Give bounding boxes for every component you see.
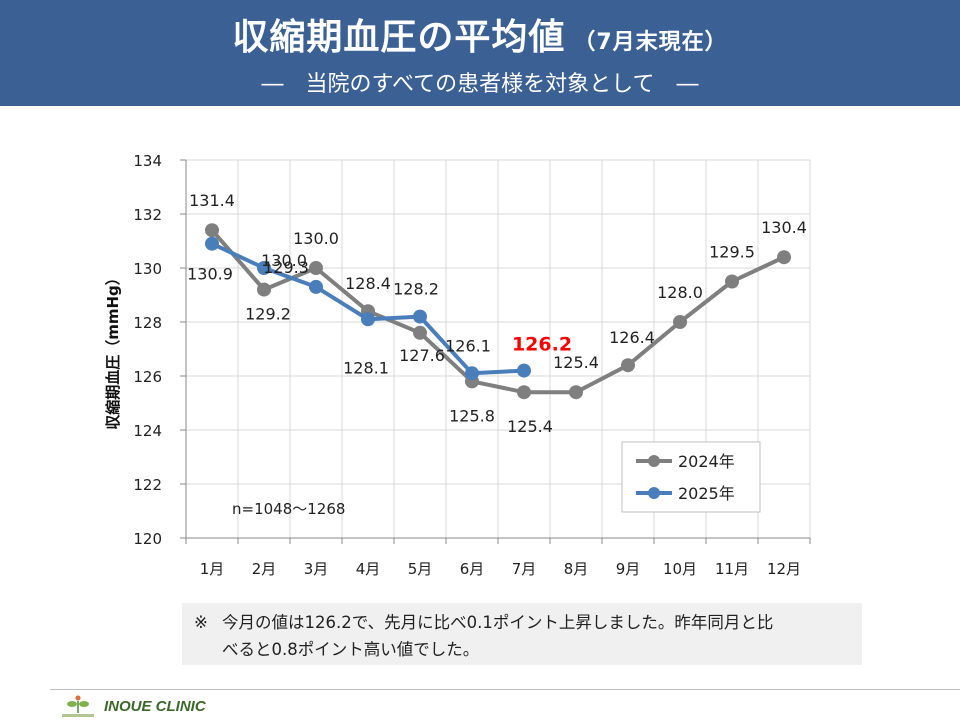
- legend-box: [621, 441, 761, 513]
- data-point: [413, 309, 427, 324]
- page-title: 収縮期血圧の平均値 （7月末現在）: [0, 8, 960, 60]
- y-tick-label: 132: [133, 206, 162, 224]
- x-tick-label: 1月: [200, 560, 225, 578]
- note-line-1: 今月の値は126.2で、先月に比べ0.1ポイント上昇しました。昨年同月と比: [222, 613, 774, 632]
- note-mark: ※: [194, 613, 208, 632]
- data-point: [205, 223, 219, 238]
- data-point: [413, 325, 427, 340]
- data-point: [309, 261, 323, 275]
- data-label-2024: 126.4: [609, 328, 655, 347]
- x-tick-label: 3月: [304, 560, 329, 578]
- clover-logo-icon: [62, 695, 94, 717]
- clinic-name: INOUE CLINIC: [104, 698, 206, 715]
- data-label-2025: 130.9: [187, 265, 233, 284]
- x-tick-label: 11月: [715, 560, 749, 578]
- footer-divider: [50, 689, 960, 690]
- data-label-2024: 125.4: [507, 417, 553, 436]
- data-point: [569, 385, 583, 400]
- y-tick-label: 130: [133, 260, 162, 278]
- legend-marker: [648, 455, 660, 467]
- x-tick-label: 5月: [408, 560, 433, 578]
- data-point: [621, 358, 635, 373]
- y-axis-label: 収縮期血圧（mmHg）: [104, 270, 122, 430]
- data-point: [205, 236, 219, 251]
- data-point: [725, 274, 739, 289]
- data-point: [361, 312, 375, 327]
- x-tick-label: 8月: [564, 560, 589, 578]
- data-label-2025: 130.0: [261, 251, 307, 270]
- data-label-2025: 128.2: [393, 280, 439, 299]
- data-label-2024: 125.8: [449, 406, 495, 425]
- data-label-2024: 128.0: [657, 283, 703, 302]
- note-line-2: べると0.8ポイント高い値でした。: [222, 640, 480, 659]
- data-point: [777, 250, 791, 265]
- y-tick-label: 128: [133, 314, 162, 332]
- legend-label: 2025年: [678, 484, 735, 503]
- page-subtitle: ― 当院のすべての患者様を対象として ―: [261, 72, 699, 97]
- data-label-2024: 129.2: [245, 305, 291, 324]
- title-main: 収縮期血圧の平均値: [232, 17, 566, 58]
- blood-pressure-chart: 120 122 124 126 128 130 132 134 1月 2月 3月 4月 5月 6月 7月 8月…: [104, 152, 811, 578]
- data-point: [517, 363, 531, 378]
- data-label-2025: 126.1: [445, 336, 491, 355]
- y-tick-label: 122: [133, 476, 162, 494]
- data-point: [673, 315, 687, 329]
- summary-note: ※ 今月の値は126.2で、先月に比べ0.1ポイント上昇しました。昨年同月と比 …: [182, 603, 862, 665]
- data-label-2025: 129.3: [263, 258, 309, 277]
- legend-marker: [648, 487, 660, 499]
- x-tick-label: 10月: [663, 560, 697, 578]
- data-label-2025: 128.1: [343, 358, 389, 377]
- sample-size-annotation: n=1048～1268: [232, 500, 345, 518]
- x-tick-label: 9月: [616, 560, 641, 578]
- data-point: [465, 366, 479, 381]
- x-tick-label: 12月: [767, 560, 801, 578]
- data-label-2024: 130.0: [293, 229, 339, 248]
- x-tick-label: 2月: [252, 560, 277, 578]
- y-tick-label: 120: [133, 530, 162, 548]
- y-tick-label: 134: [133, 152, 162, 170]
- data-label-2024: 128.4: [345, 274, 391, 293]
- x-tick-label: 6月: [460, 560, 485, 578]
- y-tick-label: 124: [133, 422, 162, 440]
- data-label-2024: 131.4: [189, 191, 235, 210]
- data-label-2024: 127.6: [399, 346, 445, 365]
- y-tick-label: 126: [133, 368, 162, 386]
- data-label-2025: 126.2: [512, 334, 572, 356]
- data-point: [309, 279, 323, 294]
- x-tick-label: 4月: [356, 560, 381, 578]
- header-banner: 収縮期血圧の平均値 （7月末現在） ― 当院のすべての患者様を対象として ―: [0, 0, 960, 106]
- x-tick-label: 7月: [512, 560, 537, 578]
- legend-label: 2024年: [678, 452, 735, 471]
- title-sub: （7月末現在）: [573, 30, 728, 55]
- data-point: [517, 385, 531, 400]
- data-point: [257, 282, 271, 297]
- data-label-2024: 130.4: [761, 218, 807, 237]
- data-label-2024: 125.4: [553, 353, 599, 372]
- data-label-2024: 129.5: [709, 243, 755, 262]
- series-line-2024: [210, 228, 785, 395]
- data-point: [257, 261, 271, 275]
